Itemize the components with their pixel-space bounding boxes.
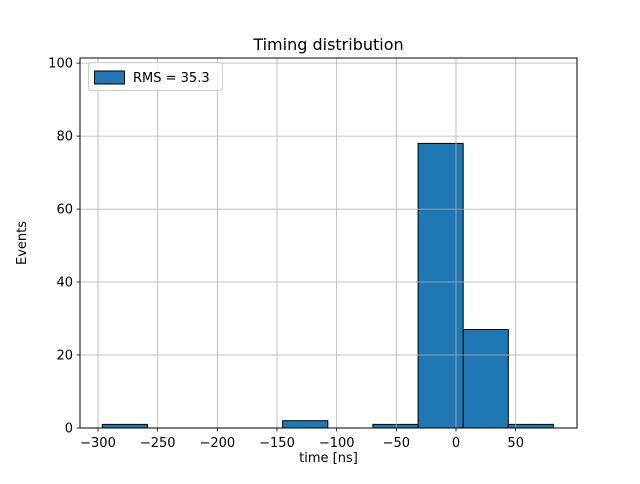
y-axis-label: Events: [15, 221, 30, 265]
legend-label: RMS = 35.3: [133, 71, 210, 86]
grid-group: [80, 58, 577, 429]
histogram-bar: [417, 142, 464, 429]
x-tick-label: −200: [199, 436, 235, 451]
x-tick-label: −150: [259, 436, 295, 451]
x-axis-label: time [ns]: [299, 451, 358, 466]
axes-frame: [79, 57, 578, 429]
y-tick-label: 20: [56, 349, 73, 364]
legend-swatch: [94, 70, 125, 85]
x-tick-label: −50: [383, 436, 410, 451]
chart-title: Timing distribution: [252, 35, 403, 54]
histogram-bar: [372, 423, 419, 429]
histogram-bar: [462, 329, 509, 429]
legend: RMS = 35.3: [88, 62, 223, 91]
y-tick-label: 100: [48, 57, 73, 72]
y-tick-label: 80: [56, 130, 73, 145]
x-tick-label: 50: [507, 436, 524, 451]
histogram-bar: [101, 423, 148, 429]
y-tick-label: 60: [56, 203, 73, 218]
x-tick-label: −100: [319, 436, 355, 451]
y-tick-label: 40: [56, 276, 73, 291]
histogram-bar: [507, 423, 554, 429]
x-tick-label: 0: [452, 436, 460, 451]
x-tick-label: −250: [140, 436, 176, 451]
ticks-group: −300 −250 −200 −150 −100 −50 0 50 0 20 40 60 80 100: [48, 57, 524, 451]
y-tick-label: 0: [65, 422, 73, 437]
x-tick-label: −300: [80, 436, 116, 451]
histogram-bar: [282, 420, 329, 429]
